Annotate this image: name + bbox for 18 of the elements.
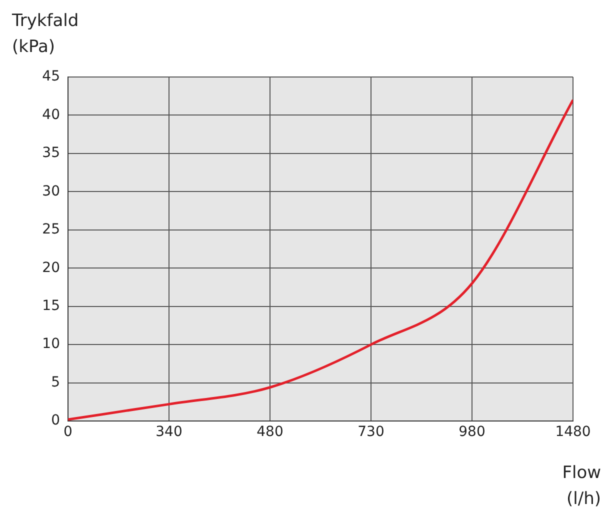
y-tick-label: 15 [42,298,60,314]
y-tick-label: 5 [51,374,60,390]
x-tick-label: 730 [358,424,384,440]
y-tick-label: 0 [51,412,60,429]
y-tick-label: 35 [42,145,60,162]
x-tick-label: 340 [156,424,182,440]
y-tick-label: 40 [42,106,60,123]
y-tick-label: 20 [42,260,60,276]
y-tick-label: 45 [42,68,60,85]
y-axis-title: Trykfald (kPa) [12,10,80,59]
x-axis-title: Flow (l/h) [561,462,601,511]
y-tick-label: 25 [42,222,60,238]
x-tick-label: 1480 [555,424,591,440]
x-tick-label: 480 [256,424,284,440]
y-tick-label: 30 [42,183,60,200]
x-tick-label: 0 [64,424,72,440]
x-tick-label: 980 [458,424,486,440]
y-tick-label: 10 [42,336,60,352]
